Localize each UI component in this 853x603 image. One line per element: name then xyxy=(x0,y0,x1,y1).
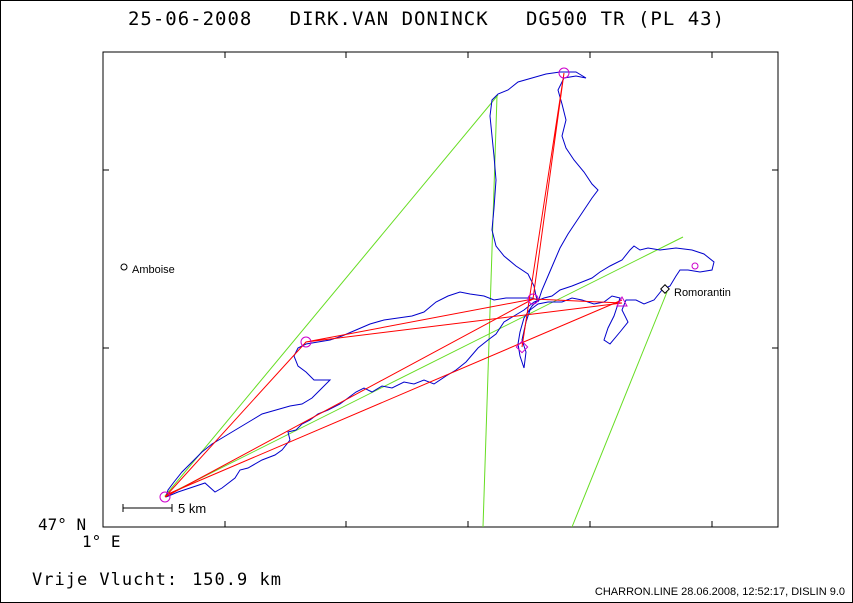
flight-track xyxy=(165,245,715,498)
turnpoint-marker xyxy=(515,340,529,354)
turnpoint-marker xyxy=(300,336,312,348)
sector-line xyxy=(164,94,499,497)
flight-distance: Vrije Vlucht: 150.9 km xyxy=(32,570,282,590)
map-title: 25-06-2008 DIRK.VAN DONINCK DG500 TR (PL… xyxy=(0,8,853,30)
sector-line xyxy=(164,236,684,497)
distance-label: Vrije Vlucht: xyxy=(32,570,179,590)
task-leg xyxy=(167,299,623,495)
flight-track-north xyxy=(489,71,599,303)
scale-label: 5 km xyxy=(178,501,207,516)
turnpoint-marker xyxy=(527,293,539,305)
turnpoint-marker xyxy=(616,295,628,307)
pilot-name: DIRK.VAN DONINCK xyxy=(289,8,489,30)
scale-bar xyxy=(122,504,173,512)
town-label-amboise: Amboise xyxy=(132,264,175,276)
task-leg xyxy=(164,72,565,498)
distance-value: 150.9 km xyxy=(192,570,282,590)
axis-ticks xyxy=(103,52,778,527)
task-leg xyxy=(164,298,623,498)
sector-line xyxy=(571,291,668,528)
turnpoint-marker xyxy=(159,491,171,503)
latitude-label: 47° N xyxy=(38,515,87,534)
longitude-label: 1° E xyxy=(82,532,121,551)
plot-area xyxy=(102,51,779,528)
sector-line xyxy=(482,95,498,528)
turnpoint-marker xyxy=(558,67,570,79)
flight-date: 25-06-2008 xyxy=(127,8,253,30)
task-legs xyxy=(164,72,623,498)
footer-credit: CHARRON.LINE 28.06.2008, 12:52:17, DISLI… xyxy=(594,586,845,598)
turnpoints xyxy=(159,67,699,503)
town-marker-romorantin xyxy=(660,284,670,294)
town-marker-amboise xyxy=(120,263,128,271)
turnpoint-marker xyxy=(691,262,699,270)
glider-type: DG500 TR (PL 43) xyxy=(526,8,726,30)
town-label-romorantin: Romorantin xyxy=(674,287,731,299)
